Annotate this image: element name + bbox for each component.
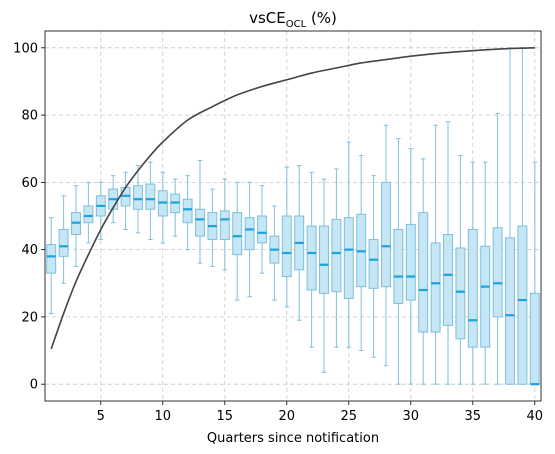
box-32 xyxy=(430,124,441,385)
y-tick-label: 80 xyxy=(21,109,38,124)
box-22 xyxy=(306,171,317,348)
box-iqr xyxy=(343,217,354,299)
box-iqr xyxy=(529,292,540,385)
box-19 xyxy=(269,205,280,301)
x-tick-label: 35 xyxy=(465,409,482,424)
box-iqr xyxy=(219,210,230,241)
y-tick-label: 60 xyxy=(21,176,38,191)
box-iqr xyxy=(182,198,193,224)
box-iqr xyxy=(455,247,466,340)
box-20 xyxy=(281,166,292,308)
box-iqr xyxy=(443,234,453,326)
box-iqr xyxy=(517,225,528,385)
x-tick-label: 25 xyxy=(341,409,358,424)
box-33 xyxy=(443,121,453,385)
box-iqr xyxy=(58,228,69,257)
box-14 xyxy=(207,188,218,267)
box-iqr xyxy=(418,212,429,333)
plot-area xyxy=(46,47,540,386)
box-3 xyxy=(71,185,81,267)
box-8 xyxy=(133,165,143,234)
box-30 xyxy=(405,148,416,385)
box-iqr xyxy=(319,225,329,294)
box-24 xyxy=(331,168,342,348)
box-37 xyxy=(492,112,503,385)
box-12 xyxy=(182,175,193,251)
box-28 xyxy=(381,124,391,367)
y-tick-label: 20 xyxy=(21,310,38,325)
box-34 xyxy=(455,154,466,385)
box-31 xyxy=(418,158,429,385)
box-26 xyxy=(356,154,367,352)
box-iqr xyxy=(467,228,478,348)
x-tick-label: 5 xyxy=(97,409,105,424)
box-27 xyxy=(368,175,379,358)
x-axis-label: Quarters since notification xyxy=(207,431,379,446)
box-5 xyxy=(95,181,106,241)
box-10 xyxy=(157,171,168,244)
box-iqr xyxy=(133,185,143,210)
y-tick-label: 100 xyxy=(13,41,38,56)
box-iqr xyxy=(145,183,156,210)
box-iqr xyxy=(492,227,503,318)
box-iqr xyxy=(393,228,404,304)
chart-title-main: vsCE xyxy=(249,9,286,27)
x-tick-label: 10 xyxy=(155,409,172,424)
box-iqr xyxy=(505,237,515,385)
x-tick-label: 40 xyxy=(527,409,544,424)
box-iqr xyxy=(83,205,94,224)
box-25 xyxy=(343,141,354,348)
box-39 xyxy=(517,47,528,385)
box-iqr xyxy=(368,239,379,289)
x-tick-label: 20 xyxy=(279,409,296,424)
box-11 xyxy=(170,178,181,237)
box-iqr xyxy=(381,181,391,288)
grid-lines xyxy=(45,31,541,401)
chart-title-subscript: OCL xyxy=(286,19,307,30)
box-iqr xyxy=(306,225,317,291)
box-iqr xyxy=(430,242,441,333)
x-tick-label: 30 xyxy=(403,409,420,424)
axes-frame xyxy=(44,30,542,402)
box-38 xyxy=(505,47,515,385)
box-17 xyxy=(244,181,255,298)
box-35 xyxy=(467,161,478,385)
box-36 xyxy=(480,161,491,385)
box-23 xyxy=(319,178,329,373)
y-tick-label: 40 xyxy=(21,243,38,258)
box-16 xyxy=(232,181,243,301)
box-7 xyxy=(120,171,131,230)
box-4 xyxy=(83,181,94,244)
box-iqr xyxy=(480,245,491,348)
box-9 xyxy=(145,161,156,241)
box-18 xyxy=(257,185,267,274)
box-21 xyxy=(294,165,305,321)
chart-title: vsCEOCL (%) xyxy=(249,9,337,30)
box-iqr xyxy=(195,208,205,237)
box-40 xyxy=(529,161,540,386)
box-15 xyxy=(219,178,230,271)
box-iqr xyxy=(232,212,243,256)
box-iqr xyxy=(46,244,57,274)
box-29 xyxy=(393,138,404,385)
box-iqr xyxy=(281,215,292,278)
box-iqr xyxy=(405,223,416,301)
box-1 xyxy=(46,217,57,315)
x-tick-label: 15 xyxy=(217,409,234,424)
box-2 xyxy=(58,195,69,284)
box-iqr xyxy=(244,217,255,251)
reference-curve xyxy=(50,47,535,350)
axis-ticks: 5 10 15 20 25 30 35 40 0 20 40 60 80 100 xyxy=(13,41,543,424)
box-13 xyxy=(195,160,205,264)
box-iqr xyxy=(331,218,342,293)
chart-title-unit: (%) xyxy=(306,9,337,27)
y-tick-label: 0 xyxy=(30,378,38,393)
box-iqr xyxy=(257,215,267,244)
box-6 xyxy=(108,175,119,224)
